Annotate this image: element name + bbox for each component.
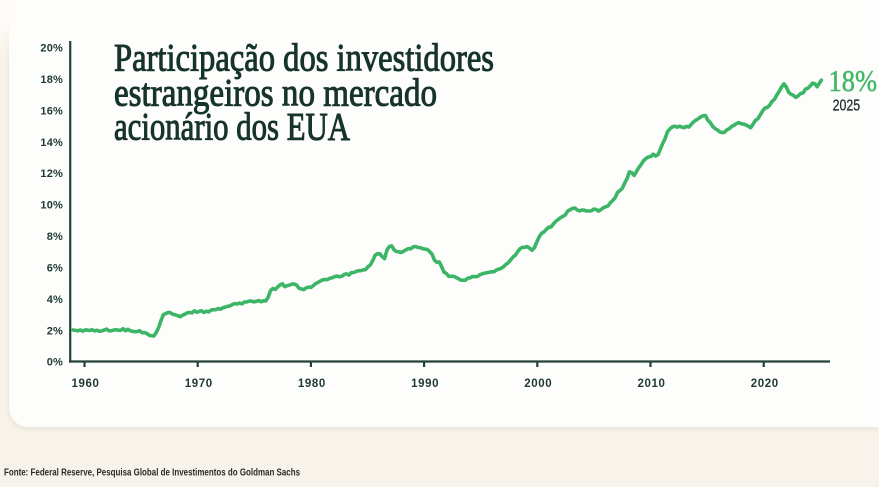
svg-text:2000: 2000	[524, 378, 552, 390]
svg-text:acionário dos EUA: acionário dos EUA	[114, 106, 350, 149]
svg-text:14%: 14%	[40, 137, 63, 149]
svg-text:estrangeiros no mercado: estrangeiros no mercado	[114, 71, 437, 114]
svg-text:6%: 6%	[47, 262, 63, 274]
svg-text:Participação dos investidores: Participação dos investidores	[114, 36, 494, 79]
svg-text:Fonte: Federal Reserve, Pesqui: Fonte: Federal Reserve, Pesquisa Global …	[4, 467, 300, 478]
svg-text:8%: 8%	[47, 231, 63, 243]
svg-text:18%: 18%	[829, 63, 878, 98]
svg-text:2%: 2%	[47, 325, 63, 337]
svg-text:1990: 1990	[411, 378, 439, 390]
svg-text:12%: 12%	[40, 168, 63, 180]
svg-text:1980: 1980	[298, 378, 326, 390]
svg-text:2010: 2010	[638, 378, 666, 390]
svg-text:0%: 0%	[47, 357, 63, 369]
svg-text:2020: 2020	[751, 378, 779, 390]
svg-text:2025: 2025	[833, 98, 861, 115]
svg-text:20%: 20%	[40, 43, 63, 55]
svg-text:18%: 18%	[40, 74, 63, 86]
svg-text:16%: 16%	[40, 105, 63, 117]
svg-text:1960: 1960	[72, 378, 100, 390]
svg-text:4%: 4%	[47, 294, 63, 306]
svg-text:1970: 1970	[185, 378, 213, 390]
svg-text:10%: 10%	[40, 200, 63, 212]
